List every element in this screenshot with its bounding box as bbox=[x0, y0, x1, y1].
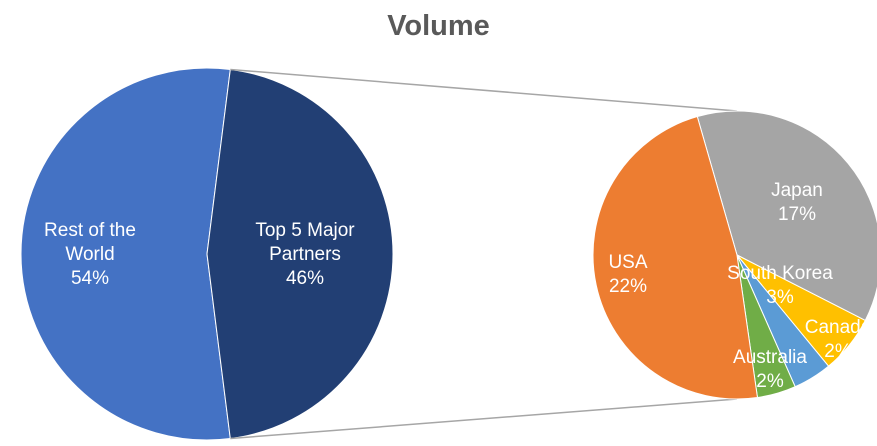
pie-slice bbox=[206, 68, 394, 440]
value-label: 46% bbox=[285, 268, 325, 289]
value-label: 22% bbox=[608, 276, 648, 297]
category-label: Canada bbox=[804, 317, 872, 338]
category-label: USA bbox=[608, 252, 648, 273]
value-label: 2% bbox=[824, 341, 852, 362]
slice-label: Canada 2% bbox=[803, 316, 873, 364]
category-label: Rest of the World bbox=[44, 220, 136, 265]
pie-slice bbox=[20, 67, 231, 441]
category-label: Top 5 Major Partners bbox=[255, 220, 355, 265]
value-label: 17% bbox=[777, 204, 817, 225]
category-label: South Korea bbox=[727, 263, 833, 284]
connector-line bbox=[230, 398, 738, 440]
slice-label: South Korea 3% bbox=[721, 262, 839, 310]
connector-line bbox=[230, 68, 738, 112]
value-label: 3% bbox=[766, 287, 794, 308]
slice-label: USA 22% bbox=[602, 251, 654, 299]
category-label: Australia bbox=[733, 347, 807, 368]
pie-slice bbox=[696, 110, 877, 322]
slice-label: Japan 17% bbox=[766, 179, 828, 227]
pie-slice bbox=[592, 115, 759, 400]
slice-label: Australia 2% bbox=[725, 346, 815, 394]
slice-label: Rest of the World 54% bbox=[40, 219, 140, 291]
value-label: 54% bbox=[70, 268, 110, 289]
chart-title: Volume bbox=[387, 10, 490, 42]
value-label: 2% bbox=[756, 371, 784, 392]
slice-label: Top 5 Major Partners 46% bbox=[246, 219, 364, 291]
category-label: Japan bbox=[771, 180, 823, 201]
